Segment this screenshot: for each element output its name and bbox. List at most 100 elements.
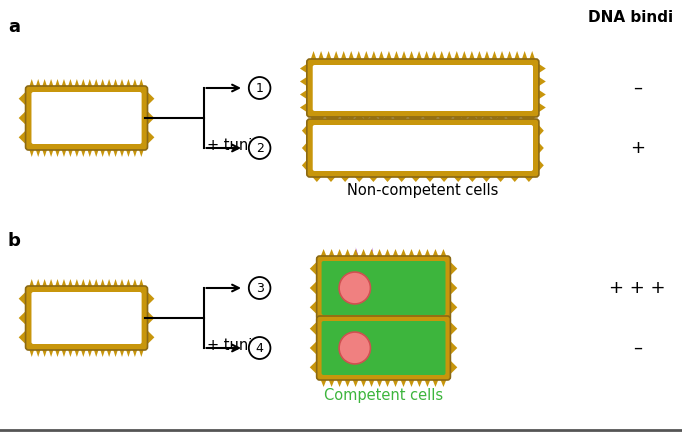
Polygon shape xyxy=(42,279,48,289)
Polygon shape xyxy=(355,114,362,125)
Polygon shape xyxy=(367,317,376,327)
Polygon shape xyxy=(112,279,119,289)
Polygon shape xyxy=(448,259,457,278)
Polygon shape xyxy=(351,249,360,259)
Polygon shape xyxy=(48,347,54,357)
Polygon shape xyxy=(80,279,87,289)
Polygon shape xyxy=(335,249,344,259)
Polygon shape xyxy=(367,249,376,259)
Polygon shape xyxy=(355,51,362,62)
Polygon shape xyxy=(506,114,514,125)
Polygon shape xyxy=(35,347,42,357)
Polygon shape xyxy=(438,51,446,62)
Polygon shape xyxy=(432,249,439,259)
Polygon shape xyxy=(383,377,392,387)
Polygon shape xyxy=(356,291,367,329)
Text: DNA bindi: DNA bindi xyxy=(588,10,673,25)
Polygon shape xyxy=(145,308,155,327)
Polygon shape xyxy=(80,347,87,357)
Polygon shape xyxy=(80,79,87,89)
Polygon shape xyxy=(317,51,325,62)
Polygon shape xyxy=(67,79,73,89)
Polygon shape xyxy=(360,317,367,327)
Polygon shape xyxy=(493,174,508,182)
Polygon shape xyxy=(465,114,480,122)
Circle shape xyxy=(249,337,270,359)
Polygon shape xyxy=(529,51,536,62)
Polygon shape xyxy=(475,114,483,125)
Polygon shape xyxy=(367,287,399,306)
Polygon shape xyxy=(448,297,457,317)
Polygon shape xyxy=(335,377,344,387)
Polygon shape xyxy=(138,79,145,89)
Polygon shape xyxy=(383,309,392,319)
FancyBboxPatch shape xyxy=(26,286,148,350)
Polygon shape xyxy=(480,174,493,182)
Polygon shape xyxy=(438,114,446,125)
Polygon shape xyxy=(407,317,416,327)
Polygon shape xyxy=(302,122,310,139)
FancyBboxPatch shape xyxy=(322,321,446,375)
Polygon shape xyxy=(324,114,338,122)
Polygon shape xyxy=(338,174,352,182)
Polygon shape xyxy=(335,317,344,327)
Polygon shape xyxy=(300,62,310,75)
Polygon shape xyxy=(483,51,491,62)
Polygon shape xyxy=(125,79,132,89)
Polygon shape xyxy=(439,309,448,319)
Polygon shape xyxy=(19,289,28,308)
Polygon shape xyxy=(119,79,125,89)
Polygon shape xyxy=(93,147,99,157)
Polygon shape xyxy=(407,309,416,319)
Polygon shape xyxy=(328,317,335,327)
Polygon shape xyxy=(514,51,521,62)
Polygon shape xyxy=(392,309,399,319)
Polygon shape xyxy=(19,108,28,128)
Polygon shape xyxy=(394,114,409,122)
Polygon shape xyxy=(367,270,399,289)
Polygon shape xyxy=(491,51,498,62)
Polygon shape xyxy=(310,278,319,297)
Polygon shape xyxy=(340,51,347,62)
Polygon shape xyxy=(338,114,352,122)
Circle shape xyxy=(339,332,371,364)
Polygon shape xyxy=(310,338,319,358)
Circle shape xyxy=(249,277,270,299)
Polygon shape xyxy=(437,174,451,182)
Polygon shape xyxy=(333,51,340,62)
Polygon shape xyxy=(439,317,448,327)
Polygon shape xyxy=(319,309,328,319)
Polygon shape xyxy=(67,147,73,157)
Polygon shape xyxy=(514,114,521,125)
Polygon shape xyxy=(310,297,319,317)
Text: 2: 2 xyxy=(256,142,263,155)
Polygon shape xyxy=(119,347,125,357)
Polygon shape xyxy=(385,51,393,62)
Polygon shape xyxy=(28,79,35,89)
Polygon shape xyxy=(310,319,319,338)
Polygon shape xyxy=(73,147,80,157)
Polygon shape xyxy=(333,114,340,125)
Polygon shape xyxy=(324,174,338,182)
Polygon shape xyxy=(360,309,367,319)
Polygon shape xyxy=(491,114,498,125)
Polygon shape xyxy=(506,51,514,62)
Polygon shape xyxy=(112,347,119,357)
Polygon shape xyxy=(300,75,310,88)
Polygon shape xyxy=(328,377,335,387)
Text: +: + xyxy=(630,139,644,157)
Polygon shape xyxy=(19,128,28,147)
Polygon shape xyxy=(35,279,42,289)
Polygon shape xyxy=(461,51,468,62)
Polygon shape xyxy=(365,255,389,287)
Polygon shape xyxy=(80,147,87,157)
Polygon shape xyxy=(54,147,61,157)
Polygon shape xyxy=(138,279,145,289)
FancyBboxPatch shape xyxy=(307,59,539,117)
Polygon shape xyxy=(329,270,362,289)
Polygon shape xyxy=(468,51,475,62)
FancyBboxPatch shape xyxy=(26,86,148,150)
Polygon shape xyxy=(448,358,457,377)
Polygon shape xyxy=(54,79,61,89)
Polygon shape xyxy=(35,79,42,89)
